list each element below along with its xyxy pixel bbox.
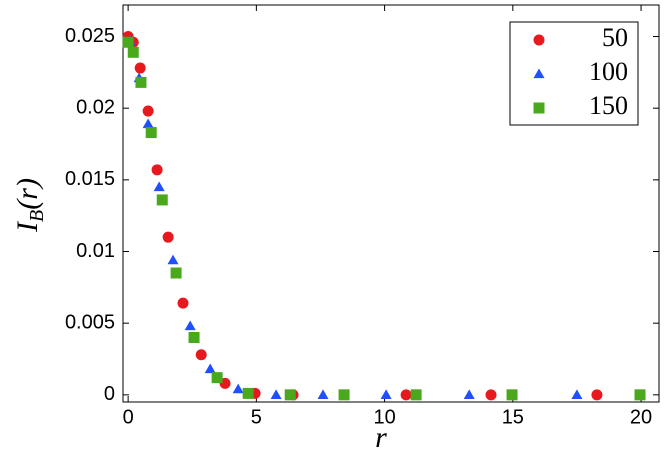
y-tick-label: 0.025 bbox=[65, 25, 115, 47]
legend-marker bbox=[533, 68, 545, 79]
point bbox=[317, 389, 329, 399]
legend-marker bbox=[533, 34, 545, 46]
point bbox=[591, 389, 603, 401]
x-axis-label: r bbox=[375, 421, 387, 454]
point bbox=[571, 389, 583, 399]
point bbox=[400, 389, 412, 401]
point bbox=[242, 387, 254, 399]
y-label-rest: (r) bbox=[11, 178, 44, 210]
point bbox=[463, 389, 475, 399]
point bbox=[156, 194, 168, 206]
y-tick-label: 0.02 bbox=[76, 96, 115, 118]
legend-marker bbox=[533, 102, 545, 114]
point bbox=[142, 118, 154, 129]
point bbox=[634, 389, 646, 401]
y-label-main: I bbox=[11, 220, 44, 233]
y-tick-label: 0.005 bbox=[65, 311, 115, 333]
point bbox=[270, 389, 282, 399]
point bbox=[177, 297, 189, 309]
point bbox=[142, 105, 154, 117]
point bbox=[338, 389, 350, 401]
x-tick-label: 0 bbox=[123, 406, 134, 428]
point bbox=[204, 363, 216, 374]
point bbox=[195, 349, 207, 361]
point bbox=[188, 332, 200, 344]
point bbox=[134, 62, 146, 74]
point bbox=[232, 383, 244, 394]
legend-label: 100 bbox=[589, 57, 628, 86]
point bbox=[127, 46, 139, 58]
x-tick-label: 20 bbox=[630, 406, 652, 428]
point bbox=[380, 389, 392, 399]
point bbox=[410, 389, 422, 401]
y-tick-label: 0.01 bbox=[76, 240, 115, 262]
point bbox=[162, 231, 174, 243]
point bbox=[211, 372, 223, 384]
point bbox=[284, 389, 296, 401]
plot-frame bbox=[122, 4, 660, 403]
point bbox=[153, 181, 165, 192]
x-tick-label: 15 bbox=[502, 406, 524, 428]
point bbox=[145, 127, 157, 139]
legend-label: 50 bbox=[602, 23, 628, 52]
point bbox=[151, 164, 163, 176]
y-axis-label: IB(r) bbox=[11, 178, 48, 233]
y-label-sub: B bbox=[26, 210, 48, 222]
legend-box bbox=[509, 21, 639, 126]
point bbox=[122, 36, 134, 48]
x-tick-label: 5 bbox=[251, 406, 262, 428]
x-tick-label: 10 bbox=[373, 406, 395, 428]
legend-label: 150 bbox=[589, 91, 628, 120]
point bbox=[135, 76, 147, 88]
point bbox=[184, 320, 196, 331]
point bbox=[167, 254, 179, 265]
point bbox=[170, 267, 182, 279]
y-tick-label: 0 bbox=[104, 383, 115, 405]
point bbox=[485, 389, 497, 401]
point bbox=[506, 389, 518, 401]
y-tick-label: 0.015 bbox=[65, 168, 115, 190]
